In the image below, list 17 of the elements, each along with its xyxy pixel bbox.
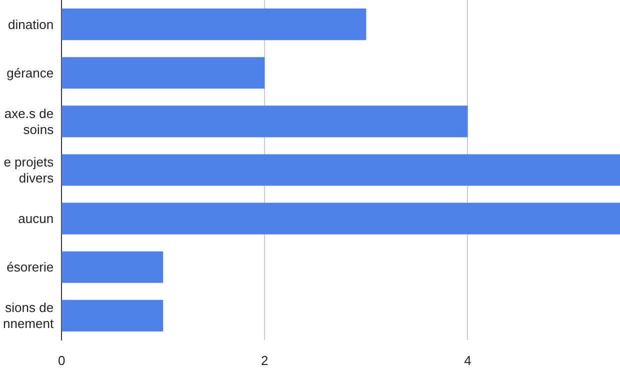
x-tick-label: 2 — [261, 353, 268, 368]
bar — [62, 300, 164, 332]
bar — [62, 57, 265, 89]
y-tick-label: aucun — [18, 211, 54, 226]
bar — [62, 106, 468, 138]
y-tick-label: sions de nnement — [2, 300, 54, 332]
y-tick-label: e projets divers — [4, 154, 54, 186]
bar — [62, 154, 620, 186]
bar — [62, 251, 164, 283]
bar — [62, 202, 620, 234]
x-tick-label: 4 — [464, 353, 472, 368]
bar — [62, 8, 366, 40]
y-tick-label: ésorerie — [6, 260, 54, 275]
y-tick-label: axe.s de soins — [4, 106, 54, 137]
x-tick-label: 0 — [58, 353, 66, 368]
y-tick-label: gérance — [6, 65, 54, 80]
y-tick-label: dination — [8, 16, 54, 32]
